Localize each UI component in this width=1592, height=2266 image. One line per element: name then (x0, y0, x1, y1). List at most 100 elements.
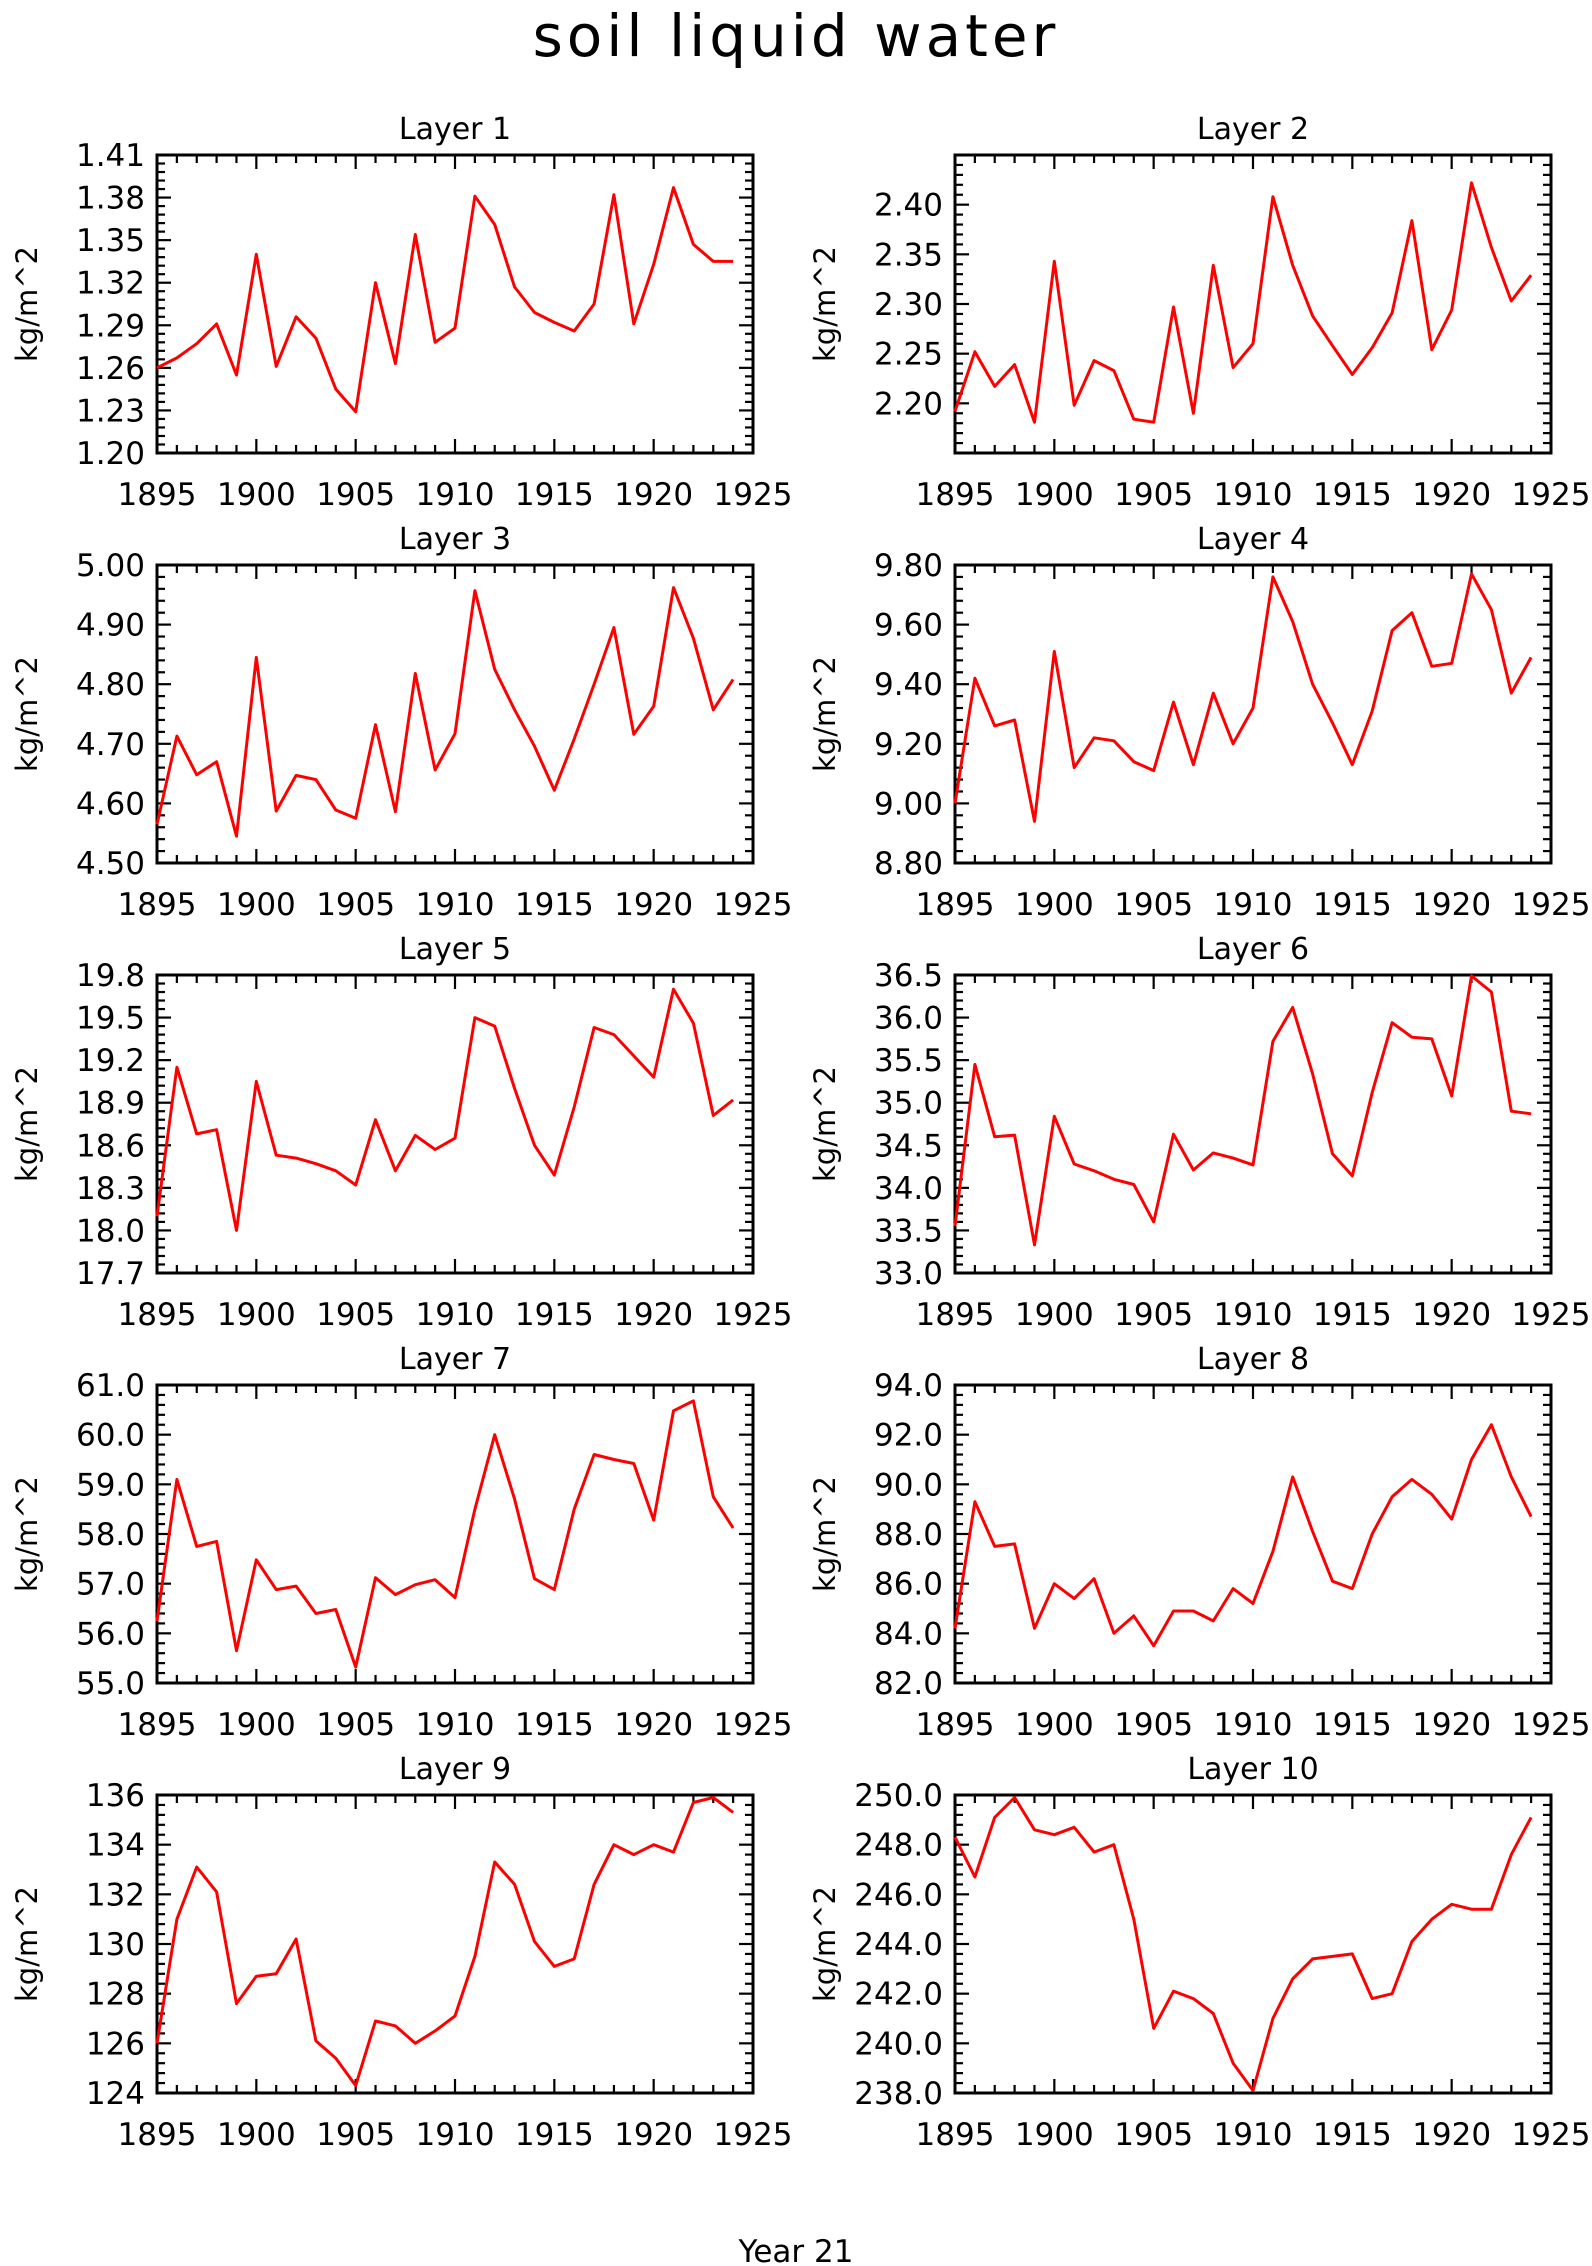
y-tick-label: 240.0 (854, 2026, 943, 2062)
x-tick-label: 1920 (614, 1297, 693, 1333)
chart-panel-8: Layer 8 kg/m^2 1895 1900 1905 1910 1915 1920 192… (808, 1342, 1590, 1743)
panel-title: Layer 10 (1187, 1752, 1318, 1787)
y-tick-label: 126 (86, 2026, 145, 2062)
x-tick-label: 1910 (416, 1707, 495, 1743)
series-line (155, 586, 735, 838)
panel-title: Layer 5 (399, 932, 511, 967)
y-tick-label: 128 (86, 1977, 145, 2013)
y-tick-label: 2.25 (874, 337, 943, 373)
series-line (155, 1796, 735, 2088)
x-tick-label: 1915 (1313, 1297, 1392, 1333)
x-tick-label: 1895 (916, 887, 995, 923)
y-tick-label: 1.41 (76, 138, 145, 174)
x-tick-label: 1915 (1313, 2117, 1392, 2153)
x-tick-label: 1895 (118, 1707, 197, 1743)
y-tick-label: 5.00 (76, 548, 145, 584)
y-axis-label: kg/m^2 (10, 246, 44, 362)
x-tick-label: 1900 (1015, 887, 1094, 923)
x-tick-label: 1905 (1114, 887, 1193, 923)
y-tick-label: 2.35 (874, 237, 943, 273)
x-tick-label: 1910 (416, 1297, 495, 1333)
y-tick-label: 18.9 (76, 1086, 145, 1122)
chart-panel-10: Layer 10 kg/m^2 1895 1900 1905 1910 1915 1920 19… (808, 1752, 1590, 2153)
x-tick-label: 1895 (916, 2117, 995, 2153)
x-tick-label: 1910 (1214, 1297, 1293, 1333)
x-tick-label: 1895 (118, 1297, 197, 1333)
x-tick-label: 1900 (1015, 1707, 1094, 1743)
y-tick-label: 55.0 (76, 1666, 145, 1702)
y-tick-label: 35.5 (874, 1043, 943, 1079)
panel-title: Layer 1 (399, 112, 511, 147)
y-tick-label: 4.70 (76, 727, 145, 763)
plot-frame (155, 563, 755, 865)
y-tick-label: 250.0 (854, 1778, 943, 1814)
panel-title: Layer 7 (399, 1342, 511, 1377)
y-tick-label: 132 (86, 1877, 145, 1913)
y-tick-label: 238.0 (854, 2076, 943, 2112)
y-tick-label: 9.40 (874, 667, 943, 703)
x-tick-label: 1900 (1015, 477, 1094, 513)
plot-frame (953, 563, 1553, 865)
x-tick-label: 1910 (1214, 477, 1293, 513)
x-tick-label: 1905 (316, 2117, 395, 2153)
series-line (953, 974, 1532, 1247)
x-tick-label: 1925 (714, 1297, 793, 1333)
y-tick-label: 134 (86, 1828, 145, 1864)
y-axis-label: kg/m^2 (808, 656, 842, 772)
chart-panel-9: Layer 9 kg/m^2 1895 1900 1905 1910 1915 1920 192… (10, 1752, 792, 2153)
x-tick-label: 1925 (1512, 887, 1591, 923)
x-tick-label: 1895 (916, 1707, 995, 1743)
y-tick-label: 92.0 (874, 1418, 943, 1454)
y-tick-label: 124 (86, 2076, 145, 2112)
y-axis-label: kg/m^2 (808, 1886, 842, 2002)
y-tick-label: 1.32 (76, 266, 145, 302)
plot-frame (155, 1383, 755, 1685)
panel-title: Layer 9 (399, 1752, 511, 1787)
x-tick-label: 1920 (1412, 1297, 1491, 1333)
y-axis-label: kg/m^2 (808, 1476, 842, 1592)
chart-panel-3: Layer 3 kg/m^2 1895 1900 1905 1910 1915 1920 192… (10, 522, 792, 923)
y-tick-label: 136 (86, 1778, 145, 1814)
x-tick-label: 1915 (515, 1297, 594, 1333)
x-tick-label: 1900 (1015, 1297, 1094, 1333)
y-tick-label: 18.3 (76, 1171, 145, 1207)
figure-title: soil liquid water (533, 2, 1060, 70)
x-tick-label: 1920 (1412, 477, 1491, 513)
series-line (953, 1423, 1533, 1648)
series-line (953, 572, 1533, 823)
y-axis-label: kg/m^2 (808, 1066, 842, 1182)
x-tick-label: 1905 (1114, 1297, 1193, 1333)
y-tick-label: 1.38 (76, 181, 145, 217)
y-tick-label: 59.0 (76, 1467, 145, 1503)
y-tick-label: 84.0 (874, 1616, 943, 1652)
y-tick-label: 82.0 (874, 1666, 943, 1702)
x-tick-label: 1925 (1512, 2117, 1591, 2153)
y-axis-label: kg/m^2 (10, 656, 44, 772)
y-tick-label: 9.00 (874, 786, 943, 822)
y-tick-label: 34.0 (874, 1171, 943, 1207)
y-tick-label: 244.0 (854, 1927, 943, 1963)
y-tick-label: 61.0 (76, 1368, 145, 1404)
x-tick-label: 1905 (1114, 477, 1193, 513)
y-tick-label: 9.60 (874, 608, 943, 644)
panel-title: Layer 2 (1197, 112, 1309, 147)
x-tick-label: 1925 (1512, 1297, 1591, 1333)
y-tick-label: 4.50 (76, 846, 145, 882)
x-tick-label: 1915 (1313, 1707, 1392, 1743)
x-tick-label: 1925 (714, 887, 793, 923)
y-tick-label: 88.0 (874, 1517, 943, 1553)
plot-frame (953, 1793, 1553, 2095)
x-tick-label: 1905 (316, 887, 395, 923)
y-tick-label: 1.23 (76, 393, 145, 429)
series-line (953, 1796, 1533, 2092)
y-tick-label: 1.29 (76, 308, 145, 344)
y-tick-label: 9.20 (874, 727, 943, 763)
x-tick-label: 1925 (714, 477, 793, 513)
x-tick-label: 1915 (515, 887, 594, 923)
y-tick-label: 19.2 (76, 1043, 145, 1079)
y-tick-label: 17.7 (76, 1256, 145, 1292)
panel-title: Layer 6 (1197, 932, 1309, 967)
x-tick-label: 1900 (217, 2117, 296, 2153)
x-tick-label: 1910 (416, 2117, 495, 2153)
